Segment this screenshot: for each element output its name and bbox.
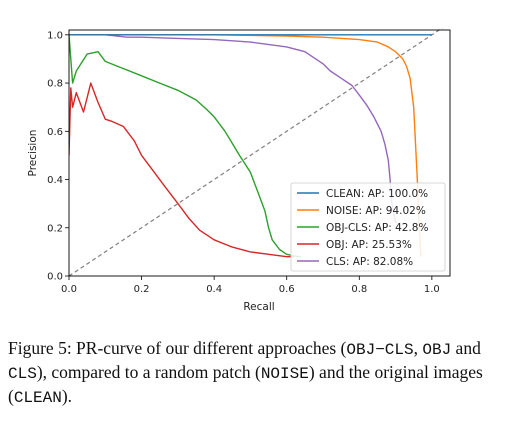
x-tick-label: 0.6 bbox=[279, 284, 295, 295]
legend: CLEAN: AP: 100.0% NOISE: AP: 94.02% OBJ-CL… bbox=[290, 182, 446, 272]
figure-caption: Figure 5: PR-curve of our different appr… bbox=[8, 337, 514, 409]
series-line-cls bbox=[69, 34, 397, 224]
y-tick-label: 0.2 bbox=[47, 223, 63, 234]
legend-label-obj-cls: OBJ-CLS: AP: 42.8% bbox=[326, 222, 428, 234]
legend-label-noise: NOISE: AP: 94.02% bbox=[326, 205, 426, 217]
y-tick-label: 0.8 bbox=[47, 79, 63, 90]
caption-code-obj: OBJ bbox=[422, 341, 452, 359]
caption-text: , bbox=[413, 338, 418, 358]
plot-frame bbox=[68, 29, 451, 277]
x-tick-label: 0.0 bbox=[61, 284, 77, 295]
caption-code-noise: NOISE bbox=[260, 365, 309, 383]
y-tick-label: 0.4 bbox=[47, 175, 63, 186]
x-tick-label: 0.2 bbox=[134, 284, 150, 295]
curves-layer bbox=[69, 28, 444, 276]
y-tick-label: 0.6 bbox=[47, 127, 63, 138]
caption-text: and bbox=[451, 338, 481, 358]
caption-text: Figure 5: PR-curve of our different appr… bbox=[8, 338, 347, 358]
y-tick-label: 0.0 bbox=[47, 272, 63, 283]
series-line-obj bbox=[69, 82, 294, 258]
y-axis-label: Precision bbox=[27, 130, 39, 177]
x-tick-label: 0.8 bbox=[351, 284, 367, 295]
caption-text: ), compared to a random patch ( bbox=[36, 362, 261, 382]
y-tick-label: 1.0 bbox=[47, 30, 63, 41]
series-line-obj-cls bbox=[69, 34, 302, 258]
x-tick-label: 0.4 bbox=[206, 284, 222, 295]
pr-curve-chart: 0.0 0.2 0.4 0.6 0.8 1.0 0.0 0.2 0.4 0.6 0.8 1.0 Rec… bbox=[27, 28, 451, 313]
x-axis-label: Recall bbox=[243, 301, 274, 313]
x-tick-label: 1.0 bbox=[424, 284, 440, 295]
caption-text: ). bbox=[61, 386, 73, 406]
caption-code-obj-cls: OBJ−CLS bbox=[346, 341, 414, 359]
caption-code-clean: CLEAN bbox=[13, 389, 62, 407]
ticks-layer: 0.0 0.2 0.4 0.6 0.8 1.0 0.0 0.2 0.4 0.6 0.8 1.0 bbox=[47, 30, 440, 295]
caption-code-cls: CLS bbox=[8, 365, 37, 383]
legend-label-clean: CLEAN: AP: 100.0% bbox=[326, 188, 428, 200]
legend-label-obj: OBJ: AP: 25.53% bbox=[326, 239, 412, 251]
caption-text: ) and the original images ( bbox=[8, 362, 483, 406]
legend-box bbox=[290, 182, 446, 272]
random-baseline-line bbox=[69, 28, 444, 276]
legend-label-cls: CLS: AP: 82.08% bbox=[326, 256, 413, 268]
series-line-noise bbox=[69, 34, 422, 257]
